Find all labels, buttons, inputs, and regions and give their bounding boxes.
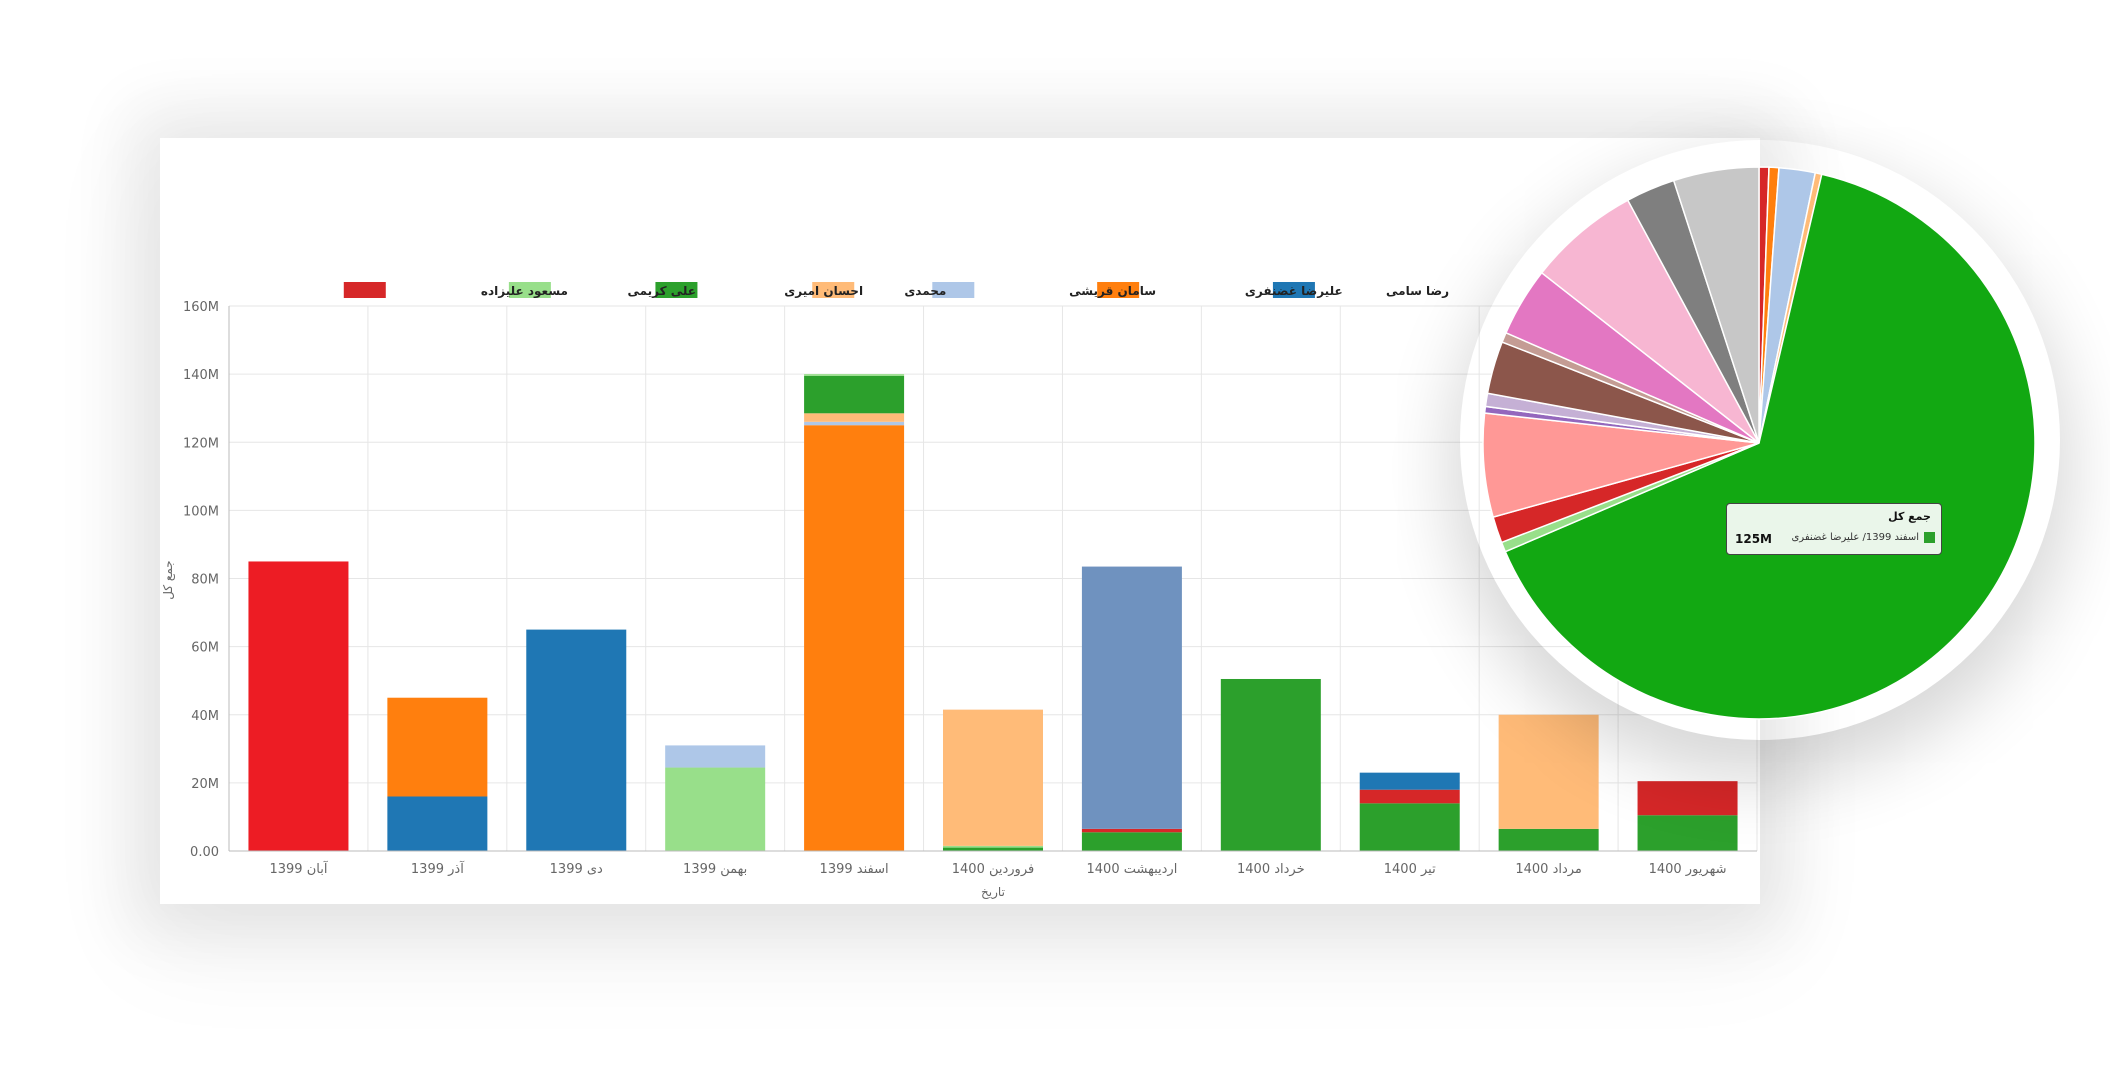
x-tick-label: اردیبهشت 1400 [1087, 862, 1178, 877]
legend-swatch [508, 282, 551, 298]
legend: رضا سامی علیرضا غضنفری سامان قریشی محمدی احس… [343, 282, 1449, 299]
chart-tooltip: جمع کل اسفند 1399/ علیرضا غضنفری 125M [1726, 503, 1942, 555]
x-tick-label: بهمن 1399 [683, 862, 747, 877]
legend-swatch [655, 282, 698, 298]
bars [248, 374, 1738, 851]
y-tick-label: 40M [191, 709, 219, 724]
bar-segment [1498, 828, 1599, 851]
tooltip-value: 125M [1735, 532, 1772, 546]
x-tick-label: اسفند 1399 [820, 862, 889, 877]
axes: 0.00 20M 40M 60M 80M 100M 120M 140M 160M آبان 139… [161, 300, 1757, 900]
bar-segment [1637, 781, 1738, 816]
y-tick-label: 80M [191, 573, 219, 588]
bar-segment [665, 745, 766, 768]
x-tick-label: فروردین 1400 [952, 862, 1034, 877]
x-tick-label: خرداد 1400 [1237, 862, 1305, 877]
legend-label: محمدی [904, 284, 946, 298]
bar-segment [1081, 832, 1182, 851]
legend-swatch [932, 282, 975, 298]
bar-segment [804, 375, 905, 414]
y-tick-label: 100M [183, 504, 219, 519]
bar-segment [1637, 815, 1738, 851]
bar-segment [1359, 772, 1460, 790]
legend-label: علیرضا غضنفری [1245, 284, 1343, 298]
bar-segment [1359, 789, 1460, 804]
y-tick-label: 0.00 [190, 845, 219, 860]
y-tick-label: 140M [183, 368, 219, 383]
y-tick-label: 20M [191, 777, 219, 792]
x-tick-label: شهریور 1400 [1649, 862, 1727, 877]
legend-swatch [812, 282, 855, 298]
bar-segment [526, 629, 627, 851]
bar-segment [804, 421, 905, 426]
legend-label: احسان امیری [784, 284, 863, 298]
pie-slice [1540, 199, 1760, 444]
bar-segment [1498, 714, 1599, 829]
bar-segment [943, 709, 1043, 846]
bar-segment [804, 374, 905, 376]
x-tick-label: مرداد 1400 [1515, 862, 1582, 877]
pie-slice [1504, 173, 2036, 720]
x-tick-label: دی 1399 [550, 862, 603, 877]
legend-label: مسعود علیزاده [481, 284, 568, 299]
y-axis-title: جمع کل [161, 560, 175, 599]
pie-slice [1672, 166, 1760, 444]
bar-segment [248, 561, 349, 851]
x-axis-title: تاریخ [981, 885, 1005, 900]
legend-swatch [1272, 282, 1315, 298]
bar-segment [1081, 828, 1182, 833]
bar-segment [387, 796, 488, 851]
bar-segment [665, 767, 766, 851]
x-tick-label: تیر 1400 [1384, 862, 1436, 877]
tooltip-row: اسفند 1399/ علیرضا غضنفری [1791, 532, 1935, 543]
y-tick-label: 60M [191, 641, 219, 656]
legend-label: رضا سامی [1386, 284, 1449, 298]
legend-label: علی کریمی [627, 284, 696, 298]
bar-segment [1359, 803, 1460, 851]
bar-segment [943, 845, 1043, 848]
tooltip-swatch [1924, 532, 1935, 543]
tooltip-title: جمع کل [1888, 510, 1931, 523]
x-tick-label: آذر 1399 [411, 860, 465, 877]
x-tick-label: آبان 1399 [269, 860, 328, 877]
bar-segment [387, 697, 488, 797]
legend-swatch [343, 282, 386, 298]
tooltip-label: اسفند 1399/ علیرضا غضنفری [1791, 532, 1919, 543]
bar-segment [943, 847, 1043, 851]
bar-segment [804, 425, 905, 851]
bar-segment [804, 413, 905, 422]
legend-swatch [1097, 282, 1140, 298]
bar-segment [1081, 566, 1182, 829]
y-tick-label: 160M [183, 300, 219, 315]
legend-label: سامان قریشی [1069, 284, 1156, 298]
y-tick-label: 120M [183, 436, 219, 451]
bar-segment [1220, 678, 1321, 851]
